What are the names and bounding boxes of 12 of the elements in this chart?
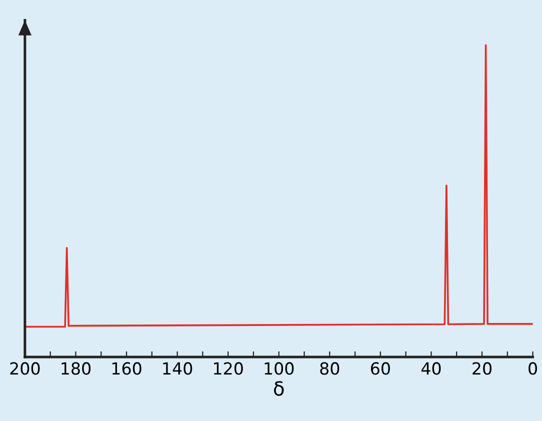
x-tick-label: 80: [320, 362, 340, 375]
x-tick-label: 180: [62, 362, 91, 375]
x-tick-label: 60: [370, 362, 390, 375]
x-tick-label: 0: [528, 362, 537, 375]
x-tick-label: 160: [112, 362, 142, 375]
x-tick-label: 200: [10, 362, 40, 375]
x-tick-label: 40: [421, 362, 441, 375]
x-tick-label: 20: [472, 362, 492, 375]
x-tick-label: 140: [163, 362, 192, 375]
x-tick-label: 100: [264, 362, 294, 375]
x-tick-label: 120: [214, 362, 243, 375]
x-axis-title: δ: [274, 381, 284, 396]
